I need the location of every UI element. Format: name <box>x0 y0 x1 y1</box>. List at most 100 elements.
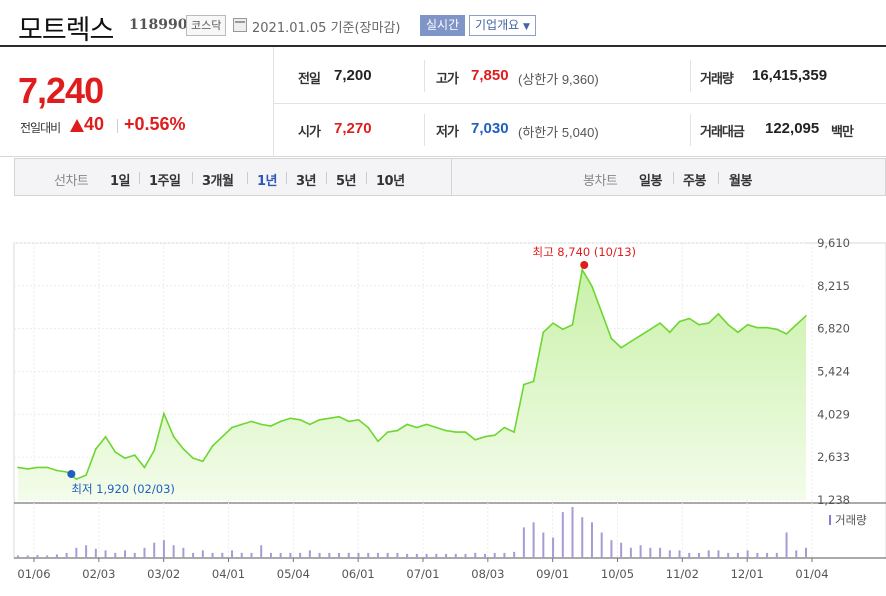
volume-bar <box>454 553 457 558</box>
volume-bar <box>581 517 584 558</box>
price-point <box>591 285 593 288</box>
volume-bar <box>357 552 360 558</box>
volume-bar <box>36 554 39 558</box>
volume-bar <box>688 552 691 558</box>
prev-close-label: 전일 <box>298 72 321 87</box>
price-point <box>561 328 564 331</box>
tab-separator <box>326 172 327 184</box>
realtime-button[interactable]: 실시간 <box>420 15 466 36</box>
price-point <box>114 451 117 453</box>
price-point <box>26 468 29 470</box>
up-arrow-icon <box>70 119 84 132</box>
price-point <box>56 469 58 472</box>
price-point <box>639 334 642 337</box>
prev-close-value: 7,200 <box>334 67 372 84</box>
volume-bar <box>746 550 749 558</box>
y-tick-label: 8,215 <box>817 279 850 293</box>
stock-name: 모트렉스 <box>18 15 114 46</box>
volume-bar <box>406 553 409 558</box>
price-point <box>143 466 146 469</box>
price-point <box>659 322 661 324</box>
price-point <box>289 417 292 420</box>
volume-bar <box>629 547 632 558</box>
volume-bar <box>503 552 506 558</box>
price-point <box>318 419 321 421</box>
price-point <box>503 426 506 429</box>
volume-bar <box>17 555 19 558</box>
price-point <box>309 423 311 426</box>
quote-date: 2021.01.05 기준(장마감) <box>252 21 401 36</box>
x-tick-label: 01/04 <box>795 567 828 581</box>
price-point <box>347 420 350 423</box>
volume-bar <box>659 547 662 558</box>
volume-value: 16,415,359 <box>752 67 828 84</box>
price-area-layer <box>17 267 807 500</box>
chart-annotations: 거래량 최고 8,740 (10/13) 최저 1,920 (02/03) <box>67 245 867 527</box>
volume-bar <box>766 552 769 558</box>
price-point <box>406 423 408 426</box>
tab-monthly-candle[interactable]: 월봉 <box>729 174 752 189</box>
price-point <box>688 317 691 320</box>
price-point <box>46 466 48 469</box>
amount-value: 122,095 <box>765 120 820 137</box>
volume-legend-swatch <box>829 515 831 525</box>
candle-chart-label: 봉차트 <box>583 174 618 189</box>
volume-bar <box>260 545 263 558</box>
tab-1y[interactable]: 1년 <box>257 174 278 189</box>
tab-3y[interactable]: 3년 <box>296 174 317 189</box>
tab-10y[interactable]: 10년 <box>376 174 405 189</box>
price-point <box>805 314 807 317</box>
price-point <box>202 460 204 463</box>
price-point <box>95 448 97 450</box>
price-point <box>250 420 253 423</box>
price-point <box>377 440 379 443</box>
volume-bar <box>736 552 739 558</box>
tab-3m[interactable]: 3개월 <box>202 174 234 189</box>
change-rate: +0.56% <box>124 114 186 134</box>
price-point <box>610 337 613 340</box>
tab-5y[interactable]: 5년 <box>336 174 357 189</box>
tab-separator <box>192 172 193 184</box>
price-series-line <box>17 267 807 481</box>
volume-bar <box>678 550 681 558</box>
price-point <box>727 323 729 326</box>
volume-bars <box>17 507 807 558</box>
change-value: 40 <box>84 114 105 134</box>
price-point <box>649 328 652 331</box>
volume-bar <box>805 547 807 558</box>
change-label: 전일대비 <box>20 121 61 135</box>
tab-daily-candle[interactable]: 일봉 <box>639 174 662 189</box>
min-point-marker <box>67 470 76 478</box>
price-point <box>542 331 545 334</box>
volume-bar <box>318 552 321 558</box>
tab-1w[interactable]: 1주일 <box>149 174 181 189</box>
price-point <box>104 435 107 438</box>
volume-bar <box>46 555 49 558</box>
tab-weekly-candle[interactable]: 주봉 <box>683 174 706 189</box>
volume-bar <box>697 552 700 558</box>
volume-bar <box>153 542 156 558</box>
volume-bar <box>493 552 496 558</box>
x-tick-label: 10/05 <box>601 567 634 581</box>
volume-bar <box>775 552 778 558</box>
calendar-icon <box>233 18 247 32</box>
price-point <box>532 380 535 383</box>
x-tick-label: 03/02 <box>147 567 180 581</box>
stat-divider <box>424 60 425 92</box>
company-overview-button[interactable]: 기업개요 ▼ <box>469 15 536 36</box>
volume-bar <box>532 522 535 558</box>
upper-limit: (상한가 9,360) <box>518 72 599 87</box>
price-point <box>474 438 477 441</box>
volume-bar <box>250 552 253 558</box>
volume-bar <box>376 552 379 558</box>
x-tick-label: 07/01 <box>406 567 439 581</box>
x-tick-label: 04/01 <box>212 567 245 581</box>
volume-bar <box>133 552 136 558</box>
volume-bar <box>561 512 564 558</box>
price-point <box>425 423 428 426</box>
price-point <box>620 346 622 349</box>
price-panel <box>0 47 886 157</box>
tab-1d[interactable]: 1일 <box>110 174 131 189</box>
price-point <box>776 328 778 331</box>
price-point <box>36 466 39 469</box>
